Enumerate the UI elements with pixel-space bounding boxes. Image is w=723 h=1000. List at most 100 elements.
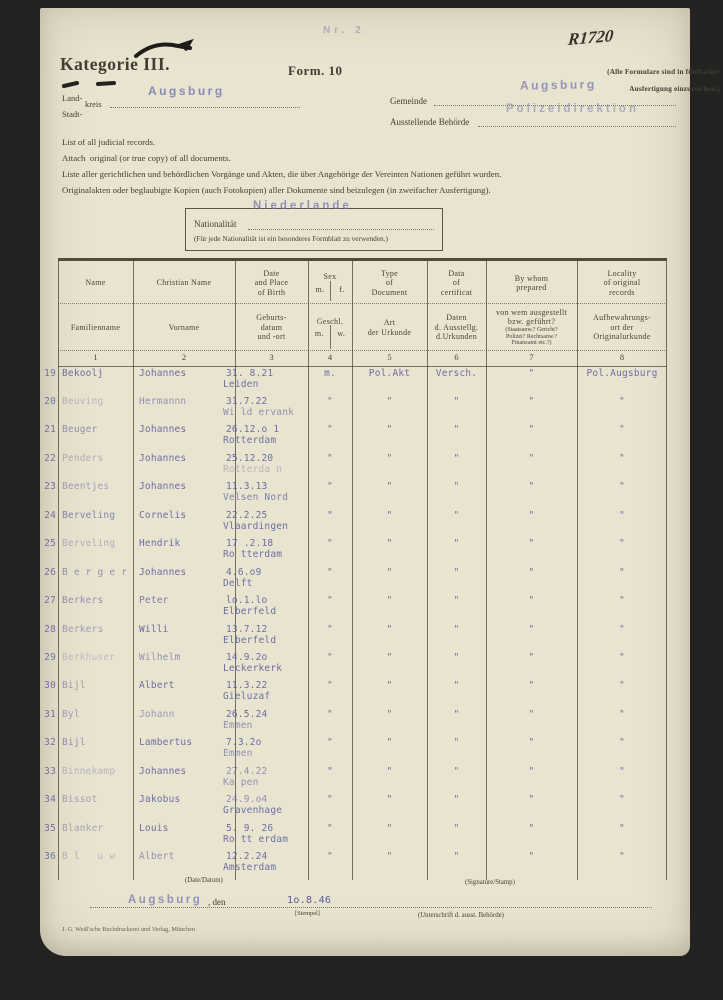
sex-mark: " bbox=[327, 765, 333, 777]
surname: Bekoolj bbox=[62, 367, 104, 379]
certificate-date: " bbox=[453, 794, 460, 806]
prepared-by: " bbox=[528, 481, 535, 493]
document-type: Pol.Akt bbox=[368, 367, 411, 379]
table-row: 26 B e r g e r Johannes 4.6.o9 Delft " " " " " bbox=[44, 565, 667, 593]
column-header-de: von wem ausgestellt bzw. geführt? (Staatsa… bbox=[495, 307, 568, 347]
prepared-by: " bbox=[528, 708, 535, 720]
records-location: " bbox=[619, 680, 625, 692]
birth-date: 31.7.22 bbox=[226, 395, 268, 407]
signature-column-label: (Signature/Stamp) bbox=[465, 879, 515, 886]
table-vertical-line bbox=[427, 261, 428, 880]
certificate-date: " bbox=[453, 395, 460, 407]
first-name: Johannes bbox=[139, 481, 187, 493]
sex-mark: " bbox=[327, 737, 333, 749]
column-number: 6 bbox=[454, 352, 459, 362]
row-number: 24 bbox=[44, 509, 56, 521]
document-type: " bbox=[386, 538, 393, 550]
sex-mark: " bbox=[327, 680, 333, 692]
document-type: " bbox=[386, 395, 393, 407]
table-vertical-line bbox=[133, 261, 134, 880]
column-header-de: Geschl. m. w. bbox=[314, 316, 346, 339]
sex-mark: " bbox=[327, 566, 333, 578]
first-name: Johannes bbox=[139, 367, 187, 379]
birth-place: Elberfeld bbox=[223, 634, 277, 646]
sex-mark: m. bbox=[324, 367, 336, 379]
first-name: Peter bbox=[139, 595, 169, 607]
header-de-num-separator bbox=[58, 350, 667, 351]
records-location: " bbox=[619, 395, 625, 407]
records-location: " bbox=[619, 538, 625, 550]
signature-dotted-line bbox=[90, 907, 652, 908]
first-name: Wilhelm bbox=[139, 652, 181, 663]
first-name: Lambertus bbox=[139, 737, 193, 749]
document-type: " bbox=[386, 424, 393, 436]
birth-date: 27.4.22 bbox=[226, 765, 268, 777]
prepared-by: " bbox=[528, 822, 535, 834]
records-location: " bbox=[619, 623, 625, 635]
sex-mark: " bbox=[327, 652, 333, 663]
column-number: 2 bbox=[181, 352, 187, 362]
column-header-en: Date and Place of Birth bbox=[254, 268, 289, 297]
certificate-date: " bbox=[453, 566, 460, 578]
first-name: Albert bbox=[139, 680, 175, 692]
birth-date: 24.9.o4 bbox=[226, 794, 268, 806]
row-number: 19 bbox=[44, 367, 56, 379]
row-number: 31 bbox=[44, 708, 56, 720]
column-header-en: Name bbox=[85, 278, 106, 288]
birth-date: 22.2.25 bbox=[226, 509, 268, 521]
document-type: " bbox=[386, 452, 393, 464]
first-name: Johann bbox=[139, 708, 175, 720]
column-header-de: Daten d. Ausstellg. d.Urkunden bbox=[434, 313, 479, 342]
row-number: 33 bbox=[44, 765, 56, 777]
table-row: 19 Bekoolj Johannes 31. 8.21 Leiden m. Pol.Akt… bbox=[44, 366, 667, 394]
surname: Beentjes bbox=[62, 481, 110, 493]
nationality-label: Nationalität bbox=[194, 219, 237, 229]
column-header-en: Sex m. f. bbox=[315, 272, 345, 294]
header-en-de-separator bbox=[58, 303, 667, 304]
certificate-date: " bbox=[453, 708, 460, 720]
first-name: Johannes bbox=[139, 566, 187, 578]
document-type: " bbox=[386, 652, 393, 663]
records-location: " bbox=[619, 794, 625, 806]
first-name: Jakobus bbox=[139, 794, 181, 806]
row-number: 23 bbox=[44, 481, 56, 493]
surname: Bijl bbox=[62, 680, 86, 692]
document-type: " bbox=[386, 737, 393, 749]
records-location: " bbox=[619, 737, 625, 749]
row-number: 27 bbox=[44, 595, 56, 607]
instruction-de-1: Liste aller gerichtlichen und behördlich… bbox=[62, 169, 502, 179]
table-row: 33 Binnekamp Johannes 27.4.22 Ka pen " " " " " bbox=[44, 764, 667, 792]
surname: Bissot bbox=[62, 794, 98, 806]
prepared-by: " bbox=[528, 395, 535, 407]
column-number: 1 bbox=[93, 352, 98, 362]
prepared-by: " bbox=[528, 509, 535, 521]
birth-place: Emmen bbox=[223, 719, 253, 731]
row-number: 30 bbox=[44, 680, 56, 692]
birth-date: 11.3.22 bbox=[226, 680, 268, 692]
records-location: " bbox=[619, 595, 625, 607]
birth-place: Ro tt erdam bbox=[223, 833, 289, 845]
nr-stamp: Nr. 2 bbox=[323, 25, 365, 36]
sex-mark: " bbox=[327, 538, 333, 550]
prepared-by: " bbox=[528, 452, 535, 464]
nationality-box: Nationalität (Für jede Nationalität ist … bbox=[185, 208, 443, 251]
sex-mark: " bbox=[327, 395, 333, 407]
table-row: 20 Beuving Hermannn 31.7.22 Wi ld ervank " " " "… bbox=[44, 394, 667, 422]
birth-date: 26.5.24 bbox=[226, 708, 268, 720]
unterschrift-label: (Unterschrift d. ausst. Behörde) bbox=[418, 912, 504, 919]
first-name: Cornelis bbox=[139, 509, 187, 521]
records-location: " bbox=[619, 566, 625, 578]
category-title: Kategorie III. bbox=[60, 54, 171, 74]
column-header-de: Familienname bbox=[70, 322, 121, 332]
birth-date: 7.3.2o bbox=[226, 737, 262, 749]
stadt-label: Stadt- bbox=[62, 109, 83, 119]
certificate-date: " bbox=[453, 481, 460, 493]
row-number: 22 bbox=[44, 452, 56, 464]
column-header-en: Data of certificat bbox=[440, 268, 473, 297]
birth-place: Ro tterdam bbox=[223, 549, 283, 561]
prepared-by: " bbox=[528, 765, 535, 777]
surname: Binnekamp bbox=[62, 765, 116, 777]
instruction-de-2: Originalakten oder beglaubigte Kopien (a… bbox=[62, 185, 491, 195]
records-location: " bbox=[619, 708, 625, 720]
birth-date: 25.12.20 bbox=[226, 452, 274, 464]
